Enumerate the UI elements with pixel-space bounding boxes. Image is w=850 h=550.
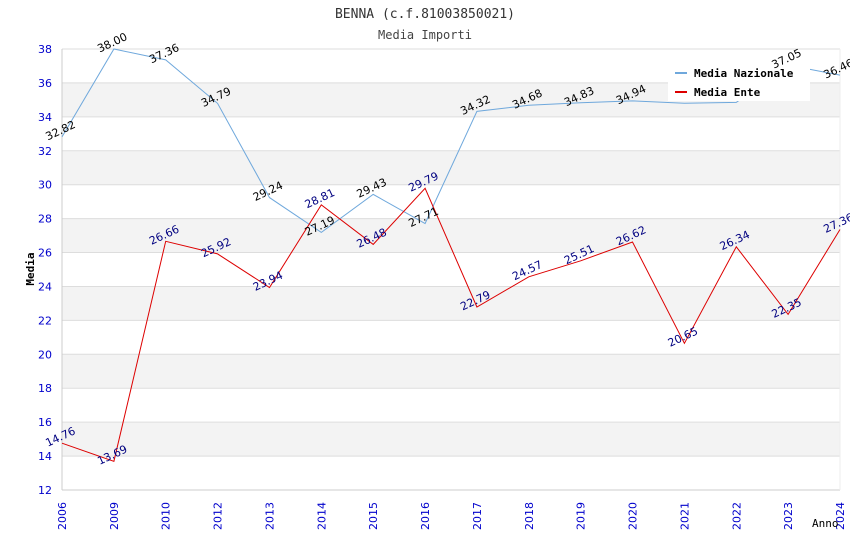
- y-tick-label: 14: [38, 450, 52, 463]
- x-tick-label: 2009: [108, 502, 121, 530]
- x-tick-label: 2006: [56, 502, 69, 530]
- y-tick-label: 36: [38, 77, 52, 90]
- x-tick-label: 2012: [212, 502, 225, 530]
- grid-band: [62, 286, 840, 321]
- y-tick-label: 28: [38, 213, 52, 226]
- chart-subtitle: Media Importi: [378, 28, 472, 42]
- x-tick-label: 2019: [575, 502, 588, 530]
- x-tick-label: 2016: [419, 502, 432, 530]
- y-tick-label: 38: [38, 43, 52, 56]
- y-tick-label: 32: [38, 145, 52, 158]
- x-tick-label: 2020: [627, 502, 640, 530]
- y-tick-label: 34: [38, 111, 52, 124]
- y-tick-label: 26: [38, 247, 52, 260]
- series-line: [61, 187, 841, 462]
- x-tick-label: 2024: [834, 502, 847, 530]
- x-tick-label: 2014: [315, 502, 328, 530]
- x-tick-label: 2017: [471, 502, 484, 530]
- grid-band: [62, 354, 840, 389]
- x-tick-label: 2010: [160, 502, 173, 530]
- legend-label: Media Nazionale: [694, 67, 794, 80]
- series-lines: [61, 48, 841, 462]
- x-tick-labels: 2006 2009 2010 2012 2013 2014 2015 2016 2017 2018…: [56, 502, 847, 530]
- plot-bands: [62, 49, 840, 490]
- y-tick-label: 20: [38, 348, 52, 361]
- legend-box: [668, 58, 810, 101]
- y-tick-label: 12: [38, 484, 52, 497]
- axes: [61, 49, 841, 491]
- x-tick-label: 2023: [782, 502, 795, 530]
- y-tick-label: 18: [38, 382, 52, 395]
- series-line: [61, 48, 841, 234]
- x-tick-label: 2021: [678, 502, 691, 530]
- x-tick-label: 2022: [730, 502, 743, 530]
- x-axis-label: Anno: [812, 517, 839, 530]
- grid-band: [62, 422, 840, 457]
- plot-area: [62, 49, 840, 490]
- legend-label: Media Ente: [694, 86, 761, 99]
- y-axis-label: Media: [24, 252, 37, 285]
- legend: Media Nazionale Media Ente: [668, 58, 810, 101]
- y-tick-label: 30: [38, 179, 52, 192]
- x-tick-label: 2013: [263, 502, 276, 530]
- y-tick-label: 22: [38, 314, 52, 327]
- y-tick-label: 24: [38, 280, 52, 293]
- y-tick-labels: 12 14 16 18 20 22 24 26 28 30 32 34 36 38: [38, 43, 52, 497]
- x-tick-label: 2015: [367, 502, 380, 530]
- x-tick-label: 2018: [523, 502, 536, 530]
- y-tick-label: 16: [38, 416, 52, 429]
- chart-title: BENNA (c.f.81003850021): [335, 7, 515, 22]
